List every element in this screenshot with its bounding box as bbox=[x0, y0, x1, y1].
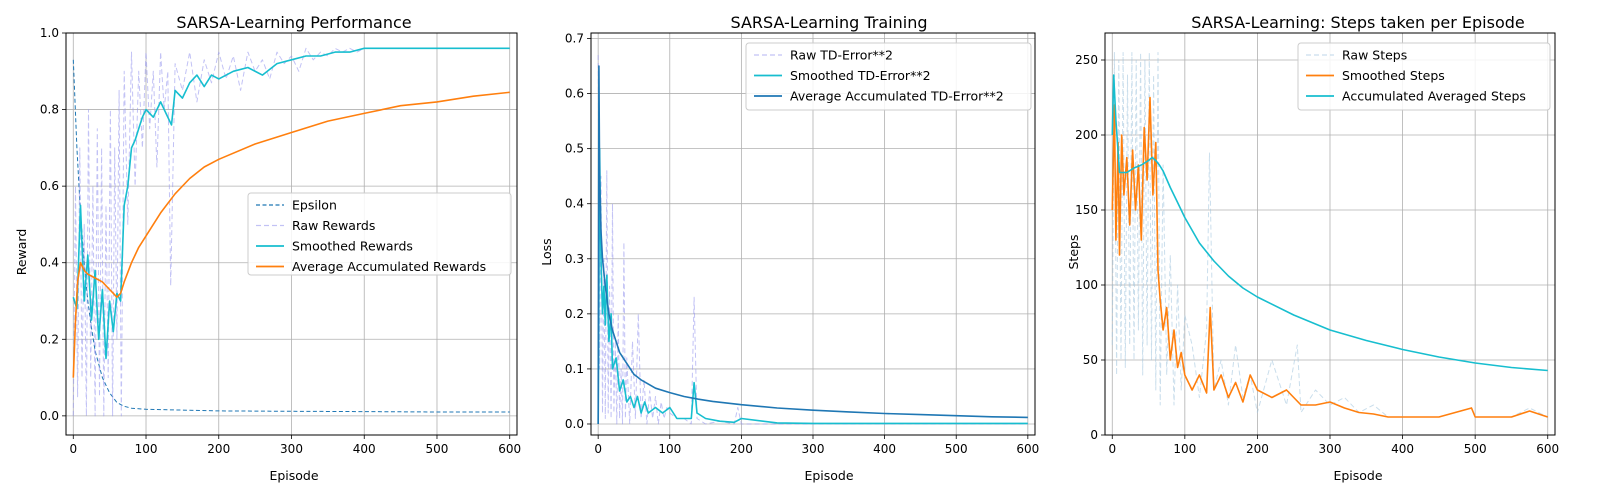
ticks-training: 0 100 200 300 400 500 600 0.0 0.1 0.2 0.3 0.4 0.5 0.6… bbox=[565, 32, 1039, 456]
y-tick-label: 0.2 bbox=[40, 332, 59, 346]
ticks-steps: 0 100 200 300 400 500 600 0 50 100 150 200 250 bbox=[1075, 53, 1559, 456]
legend-training: Raw TD-Error**2 Smoothed TD-Error**2 Avera… bbox=[745, 42, 1032, 111]
series-line-3 bbox=[72, 47, 510, 360]
series-lines-performance bbox=[72, 47, 510, 417]
x-tick-label: 200 bbox=[1246, 442, 1269, 456]
x-tick-label: 300 bbox=[1319, 442, 1342, 456]
legend-label: Raw Steps bbox=[1342, 48, 1407, 63]
legend-performance: Epsilon Raw Rewards Smoothed Rewards Averag… bbox=[247, 192, 512, 276]
series-line-1 bbox=[72, 59, 510, 413]
legend-label: Smoothed TD-Error**2 bbox=[790, 68, 931, 83]
chart-panel-training: SARSA-Learning Training Episode Loss 0 10… bbox=[539, 13, 1039, 483]
y-axis-label-training: Loss bbox=[539, 238, 554, 265]
y-tick-label: 100 bbox=[1075, 278, 1098, 292]
y-tick-label: 1.0 bbox=[40, 26, 59, 40]
y-axis-label-steps: Steps bbox=[1066, 235, 1081, 270]
y-tick-label: 0.6 bbox=[565, 87, 584, 101]
legend-label: Average Accumulated Rewards bbox=[292, 259, 486, 274]
legend-label: Smoothed Rewards bbox=[292, 239, 413, 254]
y-tick-label: 0.1 bbox=[565, 362, 584, 376]
y-axis-label-performance: Reward bbox=[14, 229, 29, 276]
x-tick-label: 500 bbox=[426, 442, 449, 456]
series-lines-training bbox=[597, 54, 1028, 425]
x-tick-label: 400 bbox=[1391, 442, 1414, 456]
legend-steps: Raw Steps Smoothed Steps Accumulated Avera… bbox=[1297, 42, 1551, 111]
x-tick-label: 0 bbox=[69, 442, 77, 456]
chart-panel-performance: SARSA-Learning Performance Episode Rewar… bbox=[14, 13, 521, 483]
y-tick-label: 0.4 bbox=[40, 256, 59, 270]
x-tick-label: 300 bbox=[802, 442, 825, 456]
x-tick-label: 0 bbox=[1108, 442, 1116, 456]
y-tick-label: 0.6 bbox=[40, 179, 59, 193]
y-tick-label: 150 bbox=[1075, 203, 1098, 217]
legend-box bbox=[745, 42, 1032, 111]
y-tick-label: 0.0 bbox=[40, 409, 59, 423]
y-tick-label: 50 bbox=[1083, 353, 1098, 367]
chart-title-steps: SARSA-Learning: Steps taken per Episode bbox=[1191, 13, 1524, 32]
legend-label: Raw TD-Error**2 bbox=[790, 48, 893, 63]
series-line-1 bbox=[1111, 52, 1548, 418]
chart-title-performance: SARSA-Learning Performance bbox=[176, 13, 411, 32]
y-tick-label: 200 bbox=[1075, 128, 1098, 142]
x-tick-label: 600 bbox=[1536, 442, 1559, 456]
legend-label: Average Accumulated TD-Error**2 bbox=[790, 89, 1004, 104]
x-tick-label: 200 bbox=[207, 442, 230, 456]
x-tick-label: 400 bbox=[873, 442, 896, 456]
series-lines-steps bbox=[1111, 52, 1548, 418]
y-tick-label: 0.3 bbox=[565, 252, 584, 266]
y-tick-label: 0.7 bbox=[565, 32, 584, 46]
x-tick-label: 100 bbox=[658, 442, 681, 456]
y-tick-label: 0.5 bbox=[565, 142, 584, 156]
series-line-2 bbox=[72, 47, 510, 417]
y-tick-label: 0.2 bbox=[565, 307, 584, 321]
legend-box bbox=[247, 192, 512, 276]
series-line-2 bbox=[1111, 96, 1548, 418]
x-tick-label: 300 bbox=[280, 442, 303, 456]
y-tick-label: 250 bbox=[1075, 53, 1098, 67]
chart-title-training: SARSA-Learning Training bbox=[730, 13, 927, 32]
x-tick-label: 400 bbox=[353, 442, 376, 456]
x-axis-label-steps: Episode bbox=[1333, 468, 1382, 483]
chart-panel-steps: SARSA-Learning: Steps taken per Episode … bbox=[1066, 13, 1559, 483]
x-tick-label: 200 bbox=[730, 442, 753, 456]
legend-label: Epsilon bbox=[292, 198, 337, 213]
x-tick-label: 0 bbox=[594, 442, 602, 456]
x-tick-label: 100 bbox=[1173, 442, 1196, 456]
x-tick-label: 100 bbox=[135, 442, 158, 456]
y-tick-label: 0.8 bbox=[40, 103, 59, 117]
y-tick-label: 0 bbox=[1090, 428, 1098, 442]
legend-box bbox=[1297, 42, 1551, 111]
x-tick-label: 600 bbox=[1016, 442, 1039, 456]
x-tick-label: 600 bbox=[498, 442, 521, 456]
legend-label: Smoothed Steps bbox=[1342, 68, 1445, 83]
x-tick-label: 500 bbox=[945, 442, 968, 456]
series-line-3 bbox=[1111, 74, 1548, 372]
y-tick-label: 0.0 bbox=[565, 417, 584, 431]
series-line-4 bbox=[72, 91, 510, 378]
series-line-3 bbox=[597, 65, 1028, 425]
legend-label: Accumulated Averaged Steps bbox=[1342, 89, 1526, 104]
x-axis-label-training: Episode bbox=[804, 468, 853, 483]
ticks-performance: 0 100 200 300 400 500 600 0.0 0.2 0.4 0.6 0.8 1.0 bbox=[40, 26, 521, 456]
x-axis-label-performance: Episode bbox=[269, 468, 318, 483]
legend-label: Raw Rewards bbox=[292, 218, 375, 233]
y-tick-label: 0.4 bbox=[565, 197, 584, 211]
series-line-2 bbox=[597, 147, 1028, 425]
x-tick-label: 500 bbox=[1464, 442, 1487, 456]
